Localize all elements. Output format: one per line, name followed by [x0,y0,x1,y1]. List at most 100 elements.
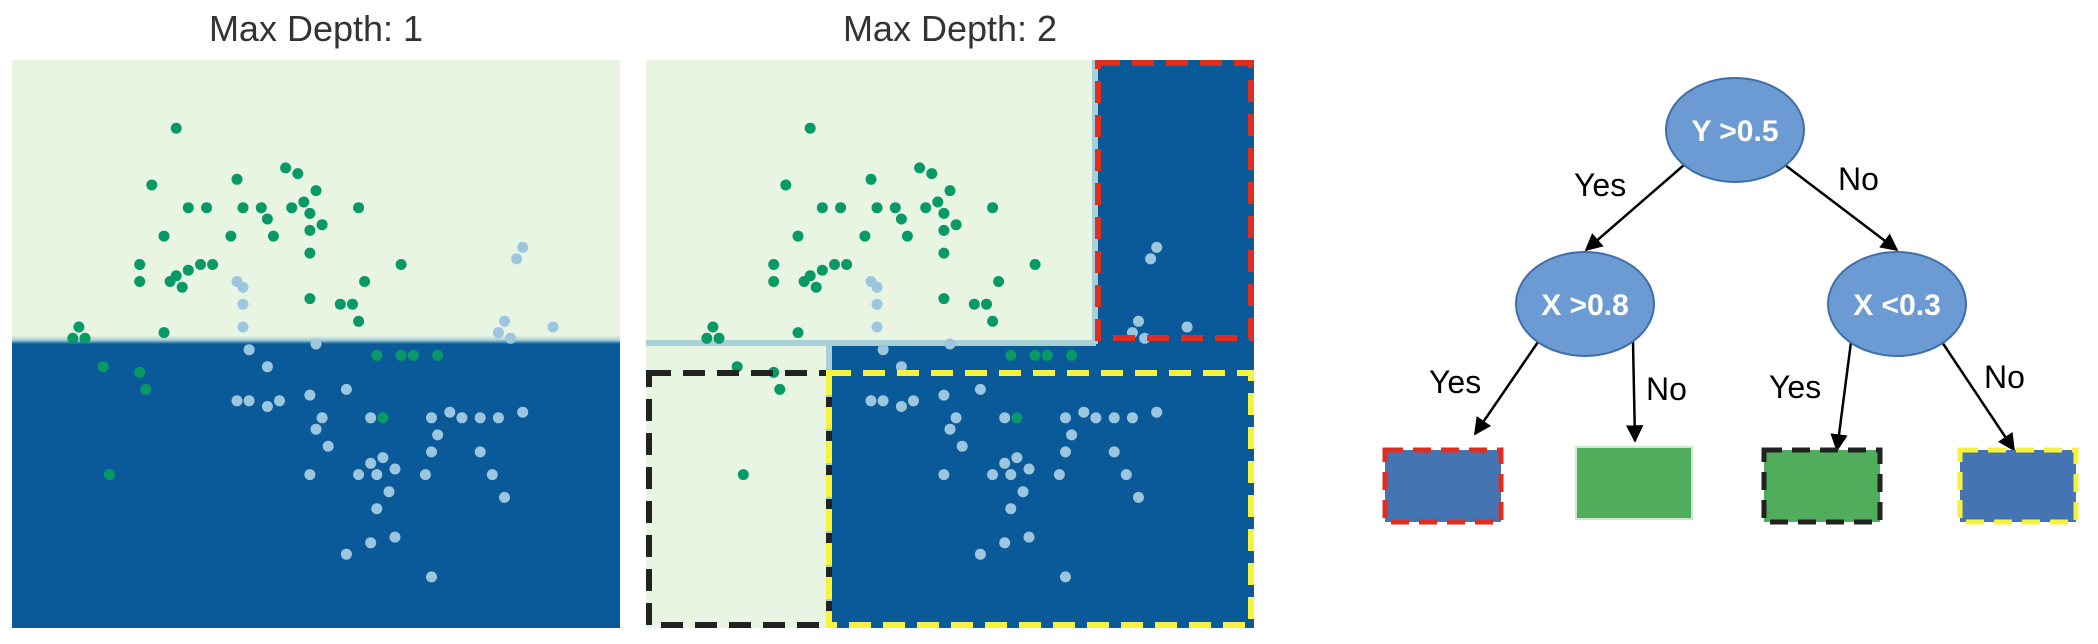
scatter-point-green [914,162,926,174]
scatter-point-lightblue [243,344,255,356]
scatter-point-green [164,276,176,287]
scatter-point-lightblue [517,241,529,253]
scatter-point-lightblue [1060,571,1071,583]
region-bottom-right [828,344,1254,628]
scatter-point-green [304,207,316,219]
scatter-point-lightblue [1060,412,1071,424]
scatter-point-green [871,202,883,214]
scatter-point-green [158,327,170,339]
scatter-point-green [225,230,237,242]
tree-node-root: Y >0.5 [1665,77,1805,183]
scatter-point-green [932,196,944,208]
scatter-points [701,122,1193,583]
scatter-point-lightblue [517,406,529,418]
scatter-point-green [377,412,389,424]
scatter-point-lightblue [1017,486,1029,498]
scatter-point-green [731,361,743,373]
scatter-point-lightblue [974,383,986,395]
scatter-point-green [1005,349,1017,361]
scatter-point-lightblue [871,281,883,293]
scatter-point-green [829,259,840,270]
scatter-point-green [201,202,213,214]
scatter-point-lightblue [340,548,352,560]
scatter-point-lightblue [310,423,322,435]
decision-tree-diagram: Yes No Yes No Yes No Y >0.5 X >0.8 X <0.… [1382,77,2079,525]
edge-root-right [1784,164,1899,252]
scatter-point-lightblue [383,486,395,498]
panel-title-depth-2: Max Depth: 2 [842,8,1058,49]
scatter-point-green [334,298,346,310]
scatter-point-green [737,469,749,481]
scatter-point-green [968,298,980,310]
scatter-point-lightblue [1133,315,1144,327]
scatter-point-lightblue [261,401,273,412]
edge-label-left-no: No [1646,371,1687,407]
scatter-point-green [938,247,950,259]
leaf-blue-red-border [1382,447,1504,525]
scatter-point-lightblue [999,537,1011,549]
scatter-point-lightblue [243,395,255,407]
scatter-point-green [176,281,188,293]
scatter-point-lightblue [365,412,377,424]
scatter-point-lightblue [511,253,523,265]
tree-node-left-label: X >0.8 [1541,289,1629,322]
scatter-point-green [67,332,79,344]
scatter-point-lightblue [474,412,486,424]
scatter-point-green [97,361,109,373]
scatter-point-green [310,185,322,197]
scatter-point-lightblue [865,395,877,407]
scatter-point-green [1066,349,1078,361]
scatter-point-lightblue [371,469,383,481]
scatter-point-green [182,202,194,214]
region-top-left [646,60,1100,344]
scatter-point-lightblue [371,503,383,515]
scatter-point-lightblue [499,491,510,503]
scatter-point-green [1041,349,1053,361]
scatter-point-green [304,224,316,236]
tree-node-root-label: Y >0.5 [1691,115,1778,148]
scatter-point-lightblue [987,469,999,481]
scatter-point-lightblue [871,298,883,310]
edge-root-left [1584,164,1685,252]
scatter-point-lightblue [237,281,249,293]
scatter-point-green [774,383,786,395]
scatter-point-lightblue [1151,406,1163,418]
scatter-point-green [432,349,444,361]
scatter-point-lightblue [895,361,907,373]
scatter-point-lightblue [389,531,401,543]
scatter-point-green [707,321,719,333]
scatter-point-lightblue [304,469,316,481]
edge-label-root-no: No [1838,161,1879,197]
scatter-point-green [286,202,298,214]
scatter-point-green [768,259,780,270]
leaf-blue-yellow-border [1957,447,2079,525]
scatter-point-green [792,327,804,339]
scatter-point-green [780,179,792,191]
scatter-point-lightblue [1108,446,1120,458]
scatter-point-lightblue [322,440,334,452]
scatter-point-green [304,293,316,305]
scatter-point-green [146,179,158,191]
scatter-point-green [407,349,419,361]
scatter-point-green [267,230,279,242]
scatter-point-lightblue [237,321,249,333]
scatter-point-green [841,259,853,270]
scatter-point-lightblue [389,463,401,475]
edge-right-no [1940,341,2016,452]
scatter-point-lightblue [1066,429,1078,441]
scatter-point-green [804,122,816,134]
scatter-point-lightblue [547,321,559,333]
edge-right-yes [1830,341,1853,452]
scatter-point-green [304,247,316,259]
region-bottom-left [646,344,828,628]
scatter-point-green [816,202,828,214]
scatter-point-green [810,281,822,293]
scatter-point-lightblue [316,412,328,424]
scatter-point-lightblue [426,446,437,458]
scatter-point-green [316,219,328,231]
scatter-point-green [134,276,146,287]
scatter-point-lightblue [908,395,919,407]
scatter-point-green [182,264,194,276]
scatter-point-green [816,264,828,276]
scatter-point-lightblue [1126,412,1138,424]
